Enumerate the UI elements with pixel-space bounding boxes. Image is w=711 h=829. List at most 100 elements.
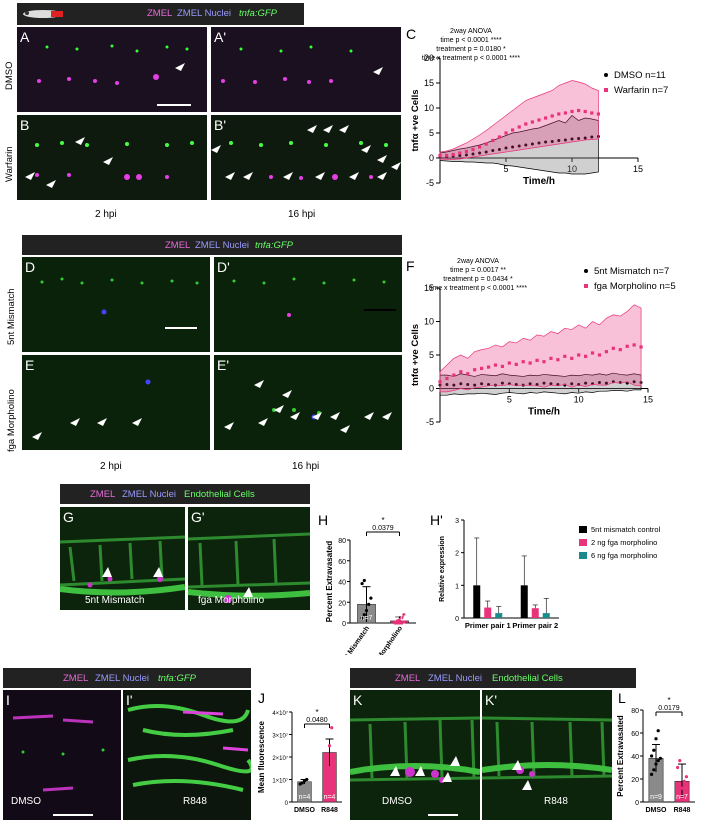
panel-label-B-prime: B' [214, 117, 227, 133]
y-tick-label: 40 [631, 754, 639, 761]
data-point [678, 759, 682, 763]
data-point [459, 370, 463, 374]
data-point [682, 779, 686, 783]
legend-marker [604, 73, 608, 77]
image-panel-A-prime: A' [211, 27, 401, 112]
data-point [556, 382, 560, 386]
data-point [577, 108, 581, 113]
legend-marker [584, 269, 588, 273]
data-point [625, 344, 629, 348]
data-point [402, 620, 406, 624]
significance-p: 0.0379 [372, 525, 394, 532]
y-tick-label: 2×10⁷ [272, 755, 288, 762]
image-panel-E-prime: E' [214, 355, 402, 450]
data-point [528, 382, 532, 386]
data-point [542, 381, 546, 385]
stats-text: 2way ANOVA [457, 258, 499, 265]
data-point [484, 150, 488, 154]
data-point [544, 140, 548, 144]
n-label: n=7 [676, 794, 688, 801]
data-point [632, 343, 636, 347]
zebrafish-icon [23, 10, 63, 18]
panel-label-A-prime: A' [214, 29, 227, 45]
data-point [618, 348, 622, 352]
chart-H: 0 20 40 60 80 Percent Extravasated n=7 5nt Mism… [325, 516, 416, 655]
data-point [684, 775, 688, 779]
bar [484, 607, 492, 618]
stats-text: time x treatment p < 0.0001 **** [422, 55, 521, 62]
panel-label-K: K [353, 692, 363, 708]
n-label: n=4 [324, 794, 336, 801]
y-tick-label: 10 [424, 103, 434, 113]
data-point [511, 145, 515, 149]
data-point [471, 147, 475, 152]
legend-bar-row4a: ZMEL ZMEL Nuclei tnfa:GFP [3, 668, 251, 688]
data-point [500, 364, 504, 368]
panel-label-J: J [258, 690, 265, 706]
y-axis-label: Percent Extravasated [325, 541, 334, 622]
time-label-2hpi: 2 hpi [95, 209, 117, 220]
panel-label-H-prime: H' [430, 512, 443, 528]
panel-label-D-prime: D' [217, 259, 230, 275]
time-label-16hpi: 16 hpi [288, 209, 316, 220]
data-point [480, 382, 484, 386]
data-point [530, 142, 534, 146]
data-point [323, 768, 327, 773]
y-tick-label: -5 [426, 178, 434, 188]
significance-p: 0.0179 [658, 705, 680, 712]
bar [495, 613, 503, 618]
legend-marker: Endothelial Cells [184, 489, 255, 500]
data-point [597, 380, 601, 384]
data-point [524, 122, 528, 126]
legend-marker: Endothelial Cells [492, 673, 563, 684]
data-point [524, 143, 528, 147]
data-point [484, 142, 488, 146]
legend-bar-row4b: ZMEL ZMEL Nuclei Endothelial Cells [350, 668, 636, 688]
data-point [590, 351, 595, 355]
data-point [549, 382, 553, 386]
data-point [500, 381, 504, 385]
legend-zmel-nuclei: ZMEL Nuclei [95, 673, 150, 684]
panel-label-F: F [406, 258, 415, 274]
data-point [445, 376, 449, 381]
data-point [557, 112, 561, 116]
panel-caption-G: 5nt Mismatch [85, 595, 145, 606]
significance-stars: * [381, 516, 384, 525]
image-panel-I: I DMSO [3, 690, 121, 820]
legend-zmel: ZMEL [63, 673, 89, 684]
data-point [511, 128, 515, 132]
image-panel-B-prime: B' [211, 115, 401, 200]
data-point [367, 602, 371, 606]
legend-marker [584, 284, 588, 288]
data-point [493, 363, 498, 367]
legend-label: DMSO n=11 [614, 70, 666, 81]
x-tick-label: 5nt Mismatch [340, 625, 371, 655]
legend-zmel-nuclei: ZMEL Nuclei [195, 240, 250, 251]
y-tick-label: 1 [455, 583, 459, 590]
legend-zmel-nuclei: ZMEL Nuclei [122, 489, 177, 500]
y-tick-label: 20 [631, 777, 639, 784]
image-panel-G-prime: G' fga Morpholino [188, 507, 310, 610]
data-point [537, 118, 541, 122]
y-tick-label: 0 [285, 801, 289, 807]
x-tick-label: R848 [674, 807, 691, 814]
data-point [563, 111, 567, 115]
x-tick-label: DMSO [294, 807, 316, 814]
time-label-2hpi: 2 hpi [100, 461, 122, 472]
data-point [535, 358, 539, 362]
y-tick-label: 5 [429, 128, 434, 138]
y-axis-label: tnfα +ve Cells [410, 89, 421, 151]
data-point [584, 354, 588, 358]
legend-zmel: ZMEL [165, 240, 191, 251]
data-point [604, 350, 608, 354]
panel-label-D: D [25, 259, 36, 275]
legend-bar-row1: ZMEL ZMEL Nuclei tnfa:GFP [17, 3, 304, 25]
data-point [458, 151, 462, 155]
data-point [486, 365, 491, 369]
row-label-dmso: DMSO [4, 61, 15, 91]
data-point [528, 361, 532, 365]
y-tick-label: 80 [338, 538, 346, 545]
data-point [583, 109, 587, 114]
data-point [497, 135, 501, 139]
legend-zmel-nuclei: ZMEL Nuclei [177, 8, 232, 19]
